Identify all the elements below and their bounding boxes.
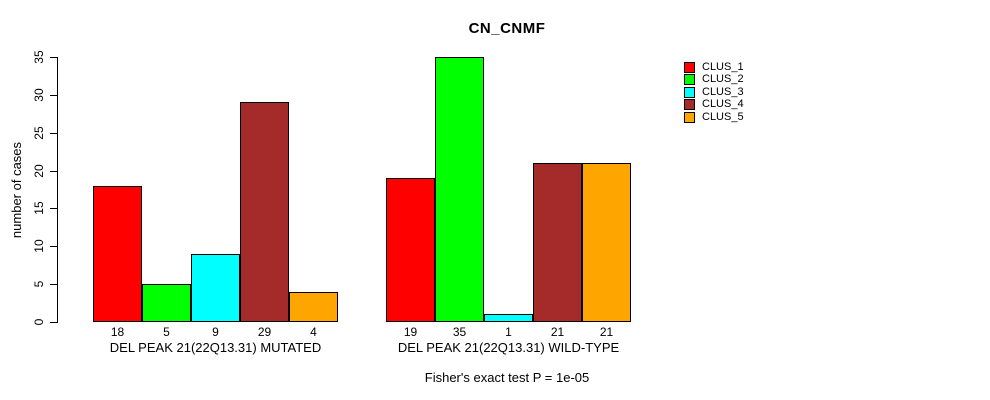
- clus_5-color-swatch: [684, 111, 695, 123]
- y-tick-mark: [50, 133, 57, 134]
- bar-value-label: 4: [310, 325, 317, 339]
- y-tick-label: 15: [32, 201, 46, 215]
- legend: CLUS_1 CLUS_2 CLUS_3 CLUS_4 CLUS_5: [684, 61, 744, 124]
- bar-value-label: 1: [505, 325, 512, 339]
- legend-label: CLUS_5: [702, 110, 744, 123]
- y-tick-label: 5: [32, 280, 46, 288]
- y-tick-label: 30: [32, 88, 46, 102]
- bar-clus_3-group1: [191, 254, 240, 322]
- y-tick-mark: [50, 171, 57, 172]
- bar-value-label: 19: [403, 325, 418, 339]
- bar-clus_4-group2: [533, 163, 582, 322]
- y-tick-label: 20: [32, 164, 46, 178]
- legend-item: CLUS_4: [684, 99, 744, 112]
- y-tick-label: 0: [32, 318, 46, 326]
- bar-value-label: 21: [550, 325, 565, 339]
- clus_4-color-swatch: [684, 99, 695, 111]
- y-tick-mark: [50, 322, 57, 323]
- clus_2-color-swatch: [684, 74, 695, 86]
- bar-value-label: 5: [163, 325, 170, 339]
- legend-label: CLUS_3: [702, 85, 744, 98]
- bar-clus_5-group2: [582, 163, 631, 322]
- y-tick-mark: [50, 284, 57, 285]
- bar-clus_3-group2: [484, 314, 533, 322]
- y-tick-label: 35: [32, 50, 46, 64]
- y-tick-label: 25: [32, 126, 46, 140]
- bar-clus_1-group1: [93, 186, 142, 322]
- legend-item: CLUS_5: [684, 111, 744, 124]
- bar-value-label: 9: [212, 325, 219, 339]
- y-axis-line: [57, 57, 58, 323]
- legend-label: CLUS_4: [702, 98, 744, 111]
- bar-clus_2-group2: [435, 57, 484, 322]
- bar-value-label: 35: [452, 325, 467, 339]
- clus_3-color-swatch: [684, 86, 695, 98]
- bar-value-label: 29: [257, 325, 272, 339]
- legend-label: CLUS_1: [702, 60, 744, 73]
- group-label: DEL PEAK 21(22Q13.31) MUTATED: [109, 340, 322, 355]
- fisher-test-caption: Fisher's exact test P = 1e-05: [424, 370, 590, 385]
- legend-item: CLUS_3: [684, 86, 744, 99]
- legend-item: CLUS_2: [684, 74, 744, 87]
- bar-clus_5-group1: [289, 292, 338, 322]
- chart-title: CN_CNMF: [468, 20, 546, 37]
- y-tick-label: 10: [32, 239, 46, 253]
- legend-item: CLUS_1: [684, 61, 744, 74]
- y-tick-mark: [50, 95, 57, 96]
- legend-label: CLUS_2: [702, 73, 744, 86]
- bar-clus_1-group2: [386, 178, 435, 322]
- clus_1-color-swatch: [684, 61, 695, 73]
- bar-clus_2-group1: [142, 284, 191, 322]
- y-tick-mark: [50, 208, 57, 209]
- group-label: DEL PEAK 21(22Q13.31) WILD-TYPE: [397, 340, 620, 355]
- y-tick-mark: [50, 246, 57, 247]
- bar-clus_4-group1: [240, 102, 289, 322]
- bar-value-label: 21: [599, 325, 614, 339]
- y-tick-mark: [50, 57, 57, 58]
- y-axis-label: number of cases: [9, 141, 24, 239]
- bar-value-label: 18: [110, 325, 125, 339]
